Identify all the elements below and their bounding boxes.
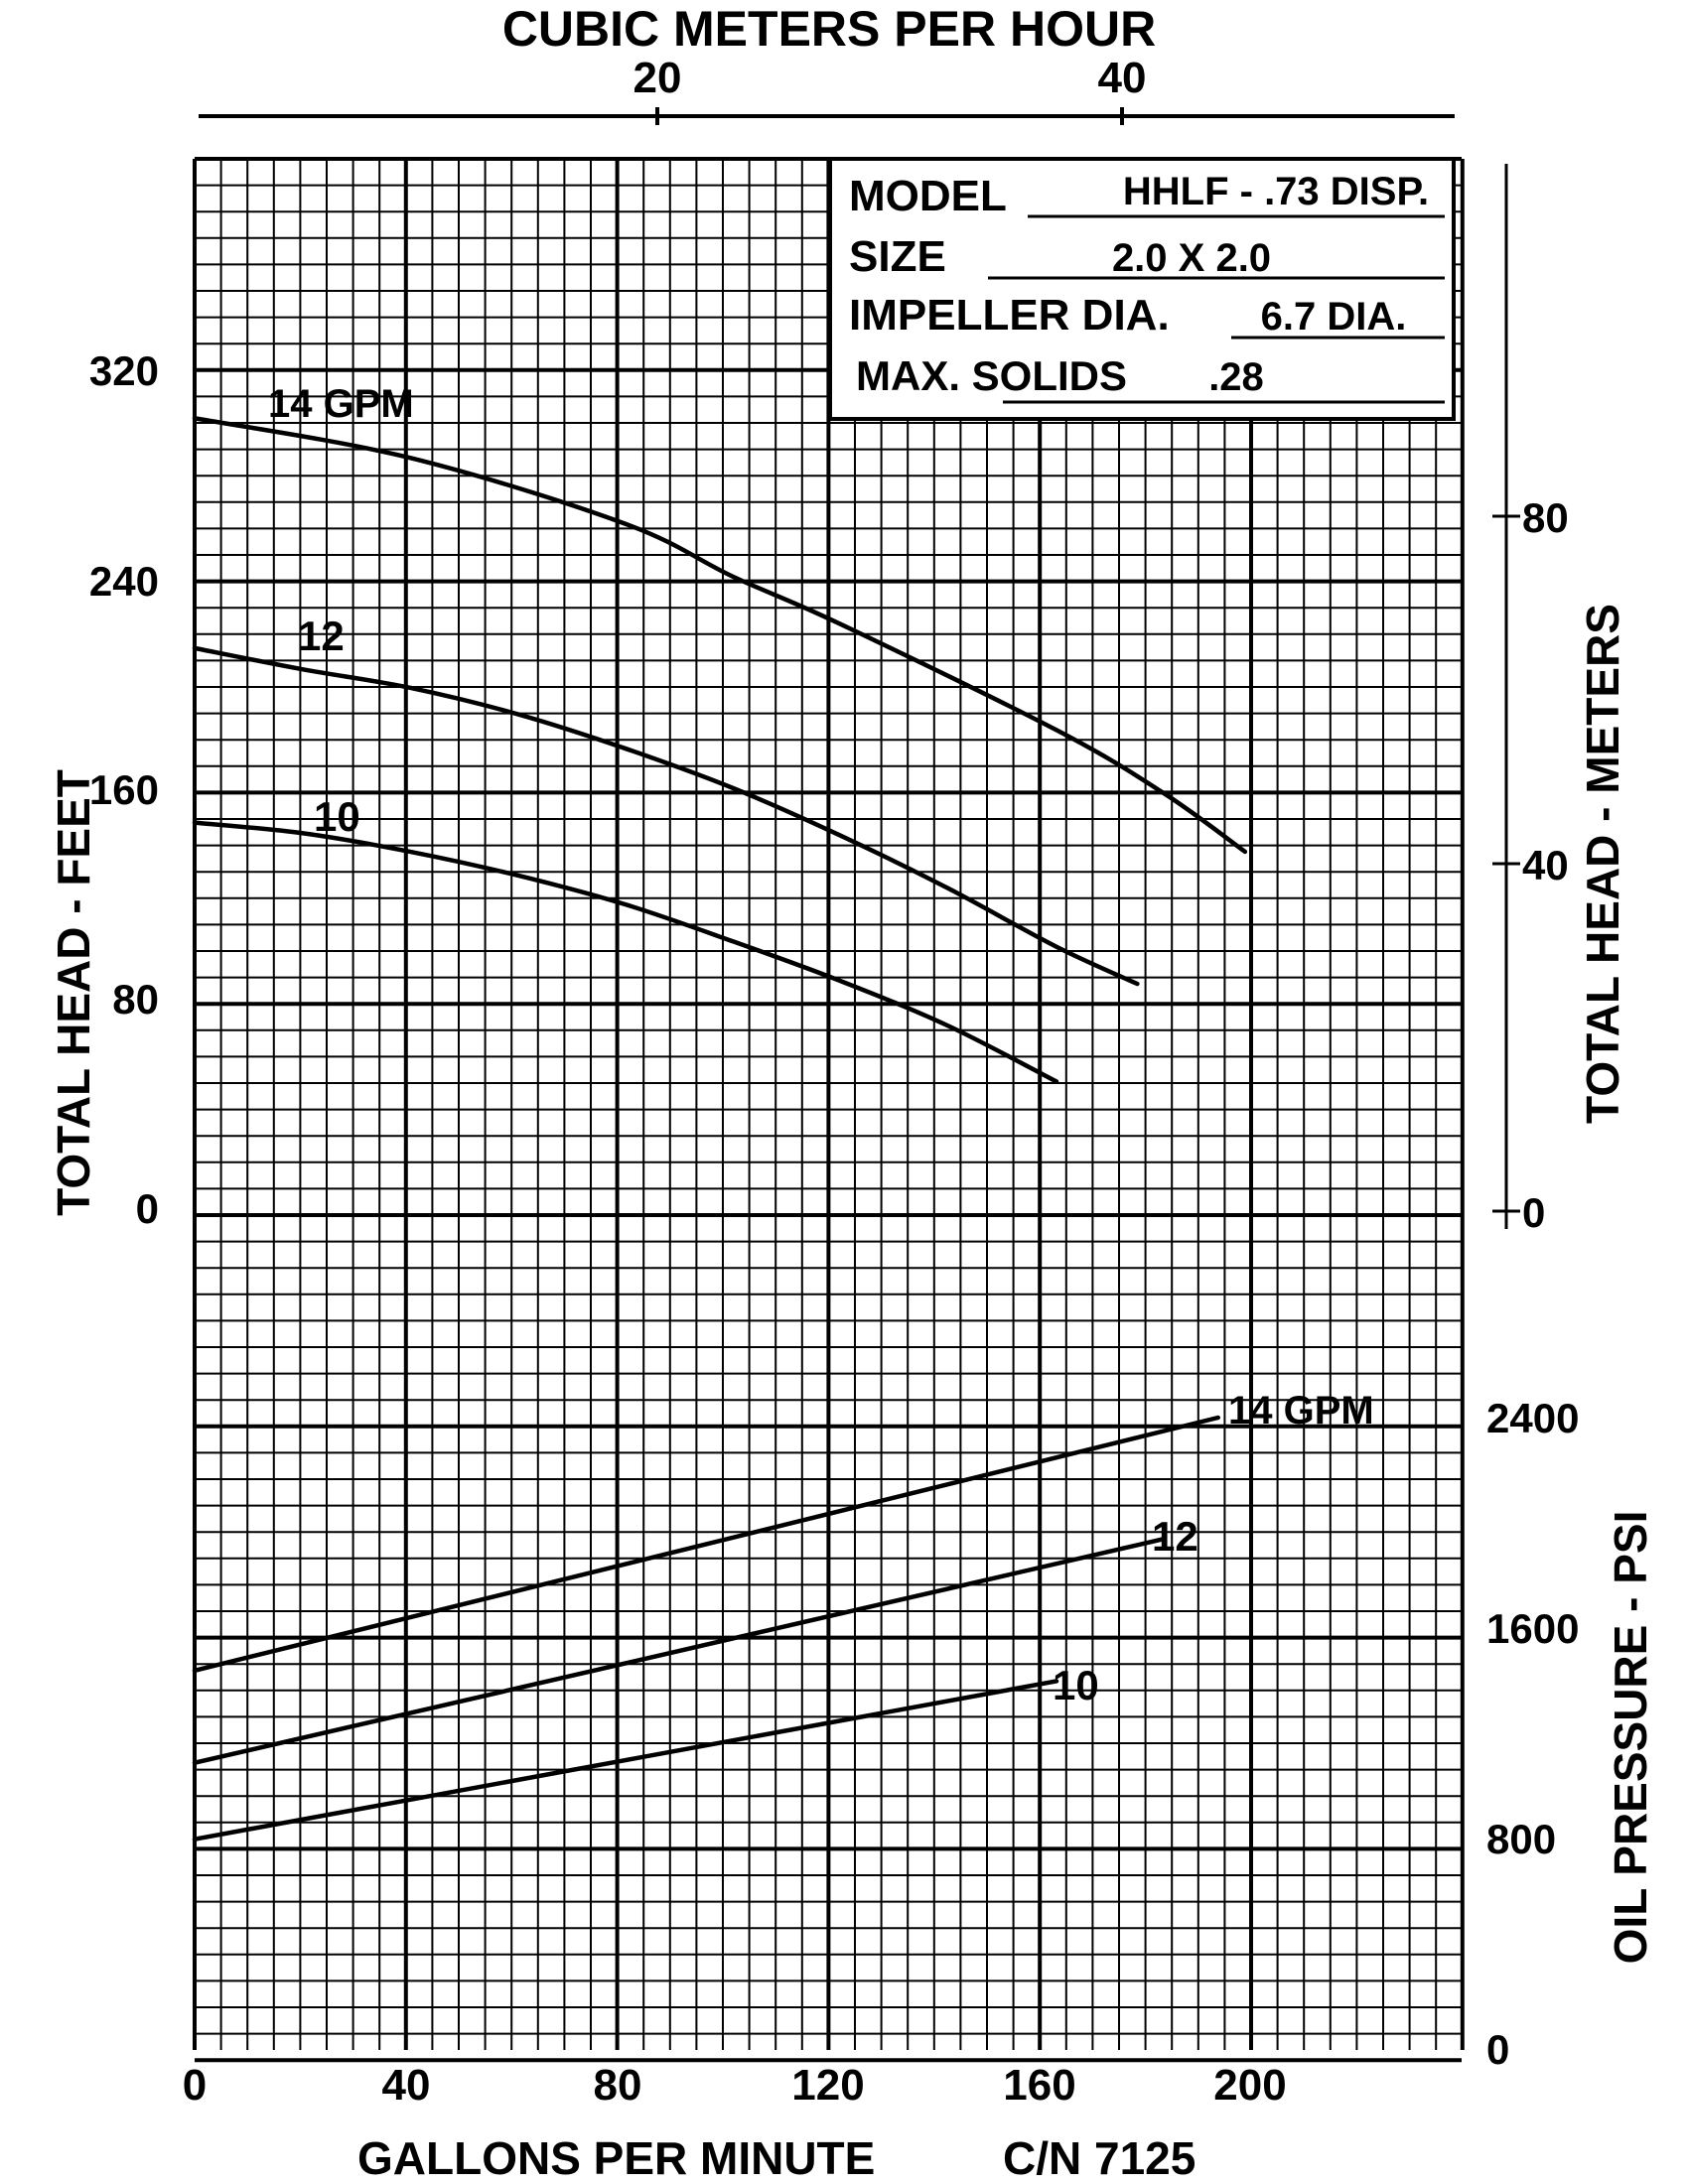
chart-grid [193, 157, 1465, 2063]
info-size-value: 2.0 X 2.0 [1112, 236, 1271, 280]
right-head-tick-label: 40 [1522, 842, 1569, 888]
right-head-tick-label: 0 [1522, 1189, 1545, 1236]
top-tick-label: 40 [1098, 54, 1147, 102]
head-curve-1 [192, 645, 1140, 987]
bottom-tick-label: 200 [1213, 2061, 1286, 2110]
info-impeller-label: IMPELLER DIA. [849, 291, 1170, 340]
chart-marks [192, 416, 1248, 1842]
right-pressure-tick-label: 800 [1486, 1816, 1556, 1862]
head-curve-0 [192, 416, 1248, 855]
info-size-label: SIZE [849, 232, 946, 281]
bottom-tick-label: 120 [791, 2061, 864, 2110]
bottom-tick-label: 0 [183, 2061, 207, 2110]
info-model-value: HHLF - .73 DISP. [1123, 170, 1429, 213]
pressure-curve-2 [192, 1679, 1059, 1842]
right-pressure-axis-title: OIL PRESSURE - PSI [1605, 1511, 1656, 1965]
head-series-label: 14 GPM [268, 382, 414, 426]
info-box: MODEL HHLF - .73 DISP. SIZE 2.0 X 2.0 IM… [828, 157, 1456, 421]
info-box-frame [828, 157, 1456, 421]
left-axis-title: TOTAL HEAD - FEET [48, 769, 99, 1216]
head-series-label: 12 [298, 613, 345, 659]
left-tick-label: 80 [112, 976, 159, 1023]
pressure-series-label: 14 GPM [1228, 1389, 1374, 1433]
right-head-tick-label: 80 [1522, 494, 1569, 541]
right-pressure-tick-label: 2400 [1486, 1395, 1579, 1441]
right-pressure-tick-label: 1600 [1486, 1605, 1579, 1652]
info-solids-label: MAX. SOLIDS [856, 352, 1127, 399]
right-head-axis-title: TOTAL HEAD - METERS [1577, 604, 1628, 1124]
left-tick-label: 320 [89, 347, 159, 394]
left-tick-label: 240 [89, 558, 159, 605]
pressure-curve-1 [192, 1536, 1167, 1765]
info-solids-value: .28 [1208, 355, 1264, 399]
right-pressure-tick-label: 0 [1486, 2026, 1509, 2073]
pressure-series-label: 10 [1053, 1662, 1099, 1708]
left-tick-label: 0 [136, 1185, 159, 1232]
head-series-label: 10 [314, 793, 360, 840]
bottom-tick-label: 160 [1003, 2061, 1075, 2110]
info-model-label: MODEL [849, 172, 1007, 220]
top-tick-label: 20 [633, 54, 682, 102]
left-tick-label: 160 [89, 766, 159, 813]
bottom-tick-label: 80 [594, 2061, 642, 2110]
bottom-axis-title: GALLONS PER MINUTE [357, 2132, 875, 2184]
top-axis-title: CUBIC METERS PER HOUR [502, 1, 1156, 57]
info-impeller-value: 6.7 DIA. [1261, 295, 1407, 339]
bottom-tick-label: 40 [382, 2061, 431, 2110]
chart-code: C/N 7125 [1003, 2132, 1196, 2184]
pressure-series-label: 12 [1152, 1513, 1198, 1560]
pressure-curve-0 [192, 1415, 1220, 1674]
head-curve-2 [192, 820, 1059, 1084]
